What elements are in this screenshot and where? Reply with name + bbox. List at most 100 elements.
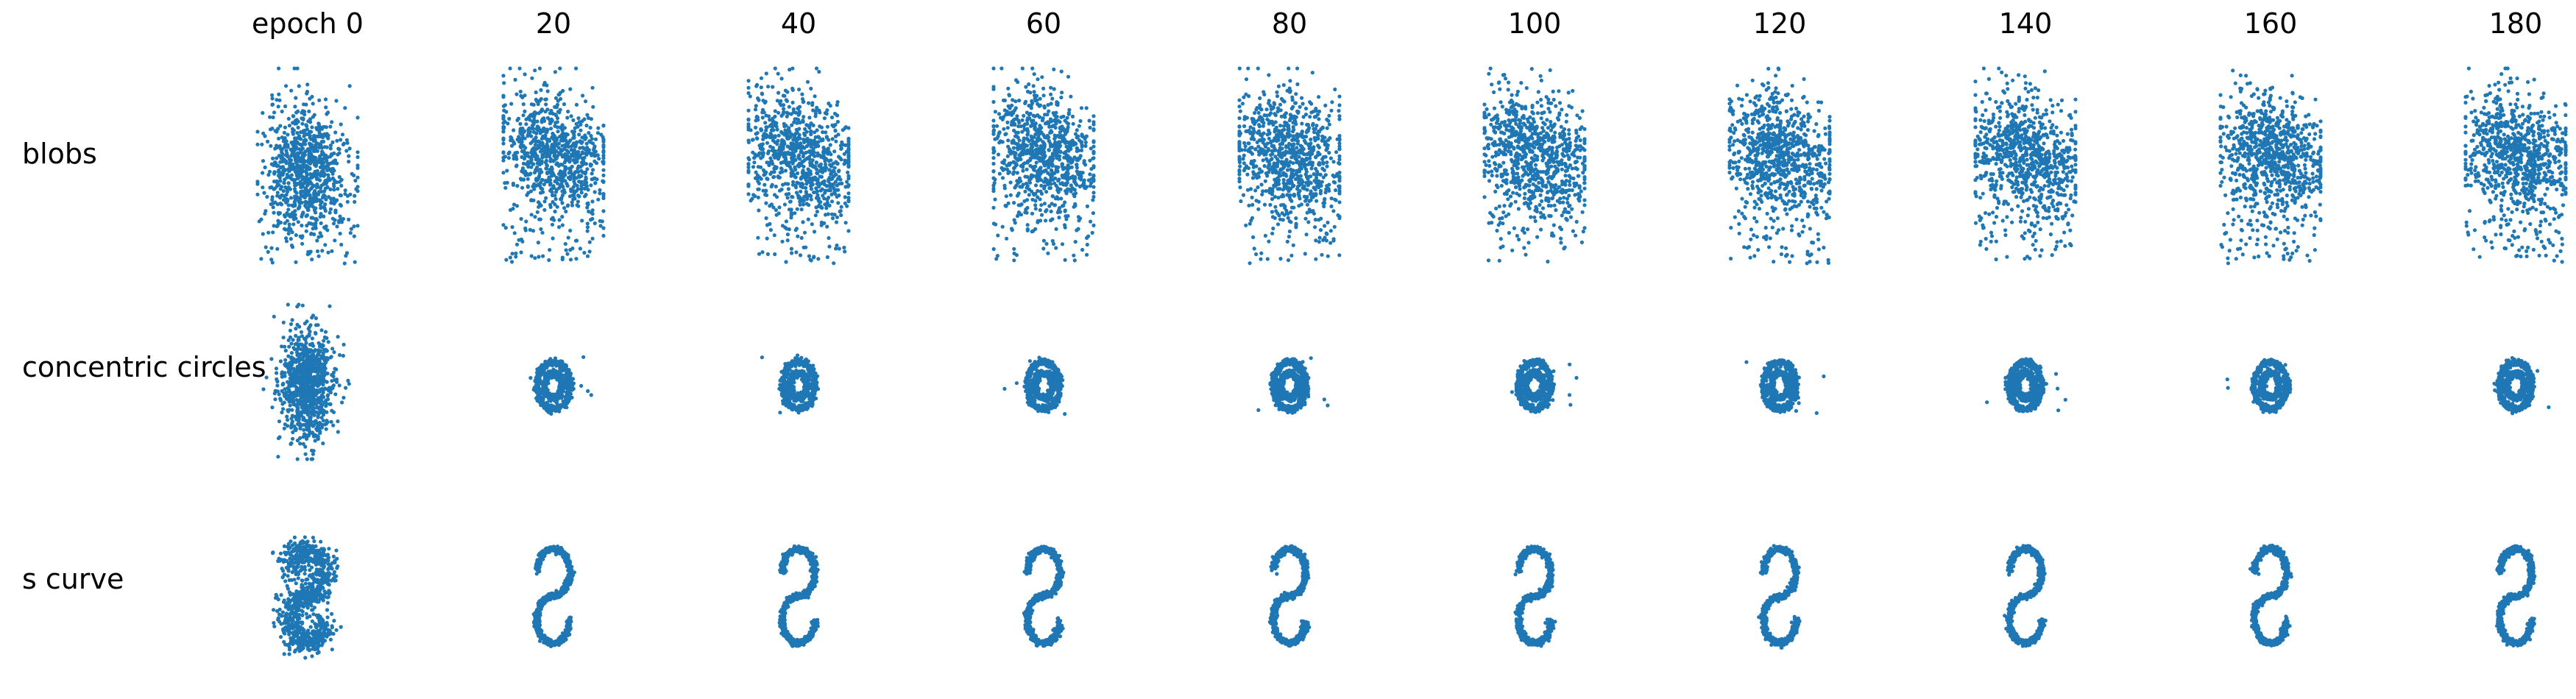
point	[514, 252, 517, 255]
point	[560, 189, 564, 193]
point	[827, 245, 831, 249]
point	[571, 197, 575, 201]
point	[765, 141, 769, 145]
point	[552, 186, 556, 190]
point	[540, 108, 544, 112]
point	[310, 125, 314, 129]
point	[1252, 129, 1256, 133]
point	[1281, 142, 1284, 146]
point	[1297, 135, 1301, 138]
point	[1312, 127, 1315, 131]
point	[551, 236, 555, 240]
point	[305, 214, 308, 218]
point	[1018, 138, 1022, 142]
row-label-0: blobs	[22, 138, 97, 170]
point	[582, 156, 586, 160]
point	[1025, 168, 1029, 171]
point	[1288, 219, 1292, 223]
point	[1041, 246, 1045, 250]
point	[502, 81, 506, 85]
point	[1242, 161, 1246, 165]
point	[1025, 110, 1029, 114]
point	[542, 83, 546, 87]
point	[545, 107, 549, 111]
point	[1012, 170, 1016, 174]
point	[303, 200, 307, 204]
point	[255, 143, 259, 146]
point	[509, 255, 512, 259]
point	[597, 157, 601, 160]
point	[1247, 94, 1250, 98]
point	[532, 188, 536, 191]
point	[270, 93, 274, 97]
point	[581, 152, 584, 155]
point	[1281, 218, 1285, 221]
point	[1242, 124, 1246, 128]
point	[529, 198, 533, 202]
point	[803, 133, 807, 137]
point	[1025, 198, 1029, 202]
point	[283, 126, 287, 129]
point	[275, 156, 278, 160]
point	[293, 66, 297, 70]
point	[307, 202, 311, 205]
point	[316, 126, 320, 129]
point	[280, 135, 284, 139]
point	[1489, 66, 1493, 70]
point	[1091, 120, 1095, 124]
point	[827, 102, 830, 105]
point	[826, 201, 829, 205]
point	[291, 121, 294, 124]
point	[332, 188, 336, 191]
point	[1075, 228, 1078, 232]
point	[807, 155, 811, 159]
point	[1553, 131, 1557, 135]
point	[306, 208, 310, 212]
scatter-panels	[255, 66, 2567, 659]
point	[578, 120, 581, 124]
point	[1064, 217, 1068, 221]
point	[325, 112, 328, 116]
point	[293, 104, 297, 108]
point	[1064, 226, 1067, 230]
point	[791, 101, 795, 104]
point	[339, 243, 343, 246]
point	[533, 110, 537, 114]
point	[843, 162, 846, 166]
point	[272, 116, 275, 119]
point	[1033, 192, 1037, 196]
column-title-8: 160	[2244, 7, 2298, 40]
point	[561, 256, 565, 260]
point	[782, 107, 785, 110]
point	[772, 175, 776, 179]
point	[809, 163, 813, 167]
point	[1054, 126, 1058, 129]
point	[277, 104, 280, 108]
column-title-6: 120	[1753, 7, 1807, 40]
point	[836, 201, 840, 205]
point	[539, 168, 542, 171]
point	[549, 127, 553, 130]
point	[1250, 146, 1254, 149]
point	[355, 224, 359, 227]
point	[1264, 152, 1268, 156]
point	[568, 229, 572, 233]
point	[837, 168, 841, 172]
point	[785, 193, 788, 196]
point	[1047, 186, 1051, 190]
point	[1006, 126, 1010, 129]
point	[1278, 171, 1281, 175]
panel-blobs-1	[501, 66, 605, 263]
point	[991, 129, 995, 133]
point	[355, 176, 359, 180]
point	[319, 221, 323, 225]
point	[1024, 100, 1027, 104]
point	[1308, 207, 1312, 211]
point	[1091, 166, 1095, 169]
point	[1290, 206, 1294, 210]
point	[822, 156, 826, 160]
point	[1294, 225, 1298, 229]
point	[335, 224, 339, 228]
point	[272, 224, 276, 227]
point	[282, 171, 286, 174]
